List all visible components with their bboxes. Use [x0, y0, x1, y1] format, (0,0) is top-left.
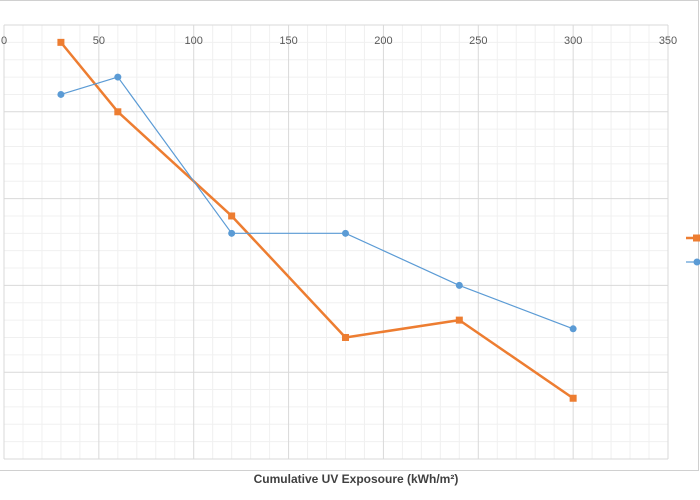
x-axis-title: Cumulative UV Exposoure (kWh/m²) — [254, 472, 459, 486]
x-tick-label: 250 — [469, 35, 487, 47]
x-tick-label: 100 — [185, 35, 203, 47]
series-1-line — [59, 41, 574, 400]
x-tick-label: 0 — [1, 35, 7, 47]
series-layer — [57, 38, 577, 402]
series-2-point — [455, 281, 463, 289]
x-tick-label: 200 — [374, 35, 392, 47]
series-1-point — [455, 316, 463, 324]
x-tick-label: 300 — [564, 35, 582, 47]
x-tick-labels: 0 50 100 150 200 250 300 350 — [1, 35, 677, 47]
series-2-point — [569, 325, 577, 333]
legend-series-1-marker — [693, 234, 700, 242]
x-tick-label: 50 — [93, 35, 105, 47]
series-1-point — [569, 394, 577, 402]
minor-gridlines — [4, 25, 668, 459]
series-1-point — [341, 333, 349, 341]
series-1-point — [114, 108, 122, 116]
series-2-point — [114, 73, 122, 81]
series-2-line — [60, 76, 574, 330]
x-tick-label: 150 — [279, 35, 297, 47]
legend-series-2-marker — [693, 258, 700, 266]
series-2-point — [57, 90, 65, 98]
series-1-point — [57, 38, 65, 46]
series-1-point — [228, 212, 236, 220]
legend — [686, 234, 700, 266]
series-2-point — [228, 229, 236, 237]
series-2-point — [341, 229, 349, 237]
x-tick-label: 350 — [659, 35, 677, 47]
